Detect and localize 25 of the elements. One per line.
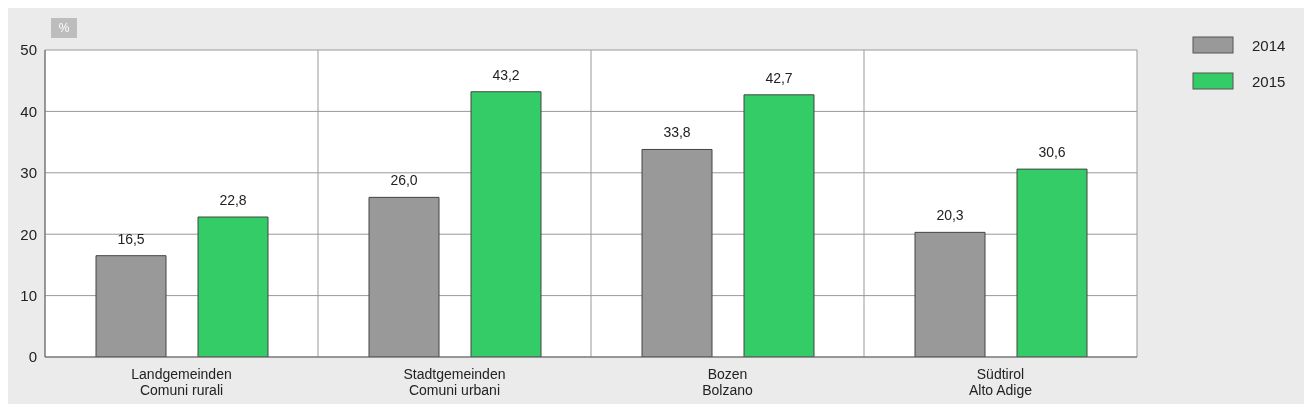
y-tick-label: 20 (20, 225, 37, 243)
data-label: 30,6 (1038, 144, 1066, 161)
data-label: 16,5 (117, 230, 145, 247)
bar (743, 94, 815, 357)
bar (197, 216, 269, 357)
data-label: 43,2 (492, 66, 520, 83)
x-tick-label: Südtirol Alto Adige (968, 366, 1033, 398)
data-label: 42,7 (765, 69, 793, 86)
data-label: 20,3 (936, 207, 964, 224)
x-tick-label: Bozen Bolzano (702, 366, 754, 398)
x-tick-label: Landgemeinden Comuni rurali (131, 366, 232, 398)
data-label: 22,8 (219, 192, 247, 209)
y-tick-label: 30 (20, 164, 37, 182)
y-tick-label: 10 (20, 286, 37, 304)
legend-label: 2014 (1252, 36, 1286, 54)
y-tick-label: 0 (28, 348, 37, 366)
bar (470, 91, 542, 357)
y-tick-label: 50 (20, 41, 37, 59)
legend-label: 2015 (1252, 72, 1286, 90)
bar (1016, 168, 1088, 357)
data-label: 26,0 (390, 172, 418, 189)
y-tick-label: 40 (20, 102, 37, 120)
y-axis-title: % (58, 21, 70, 35)
data-label: 33,8 (663, 124, 691, 141)
x-tick-label: Stadtgemeinden Comuni urbani (403, 366, 506, 398)
